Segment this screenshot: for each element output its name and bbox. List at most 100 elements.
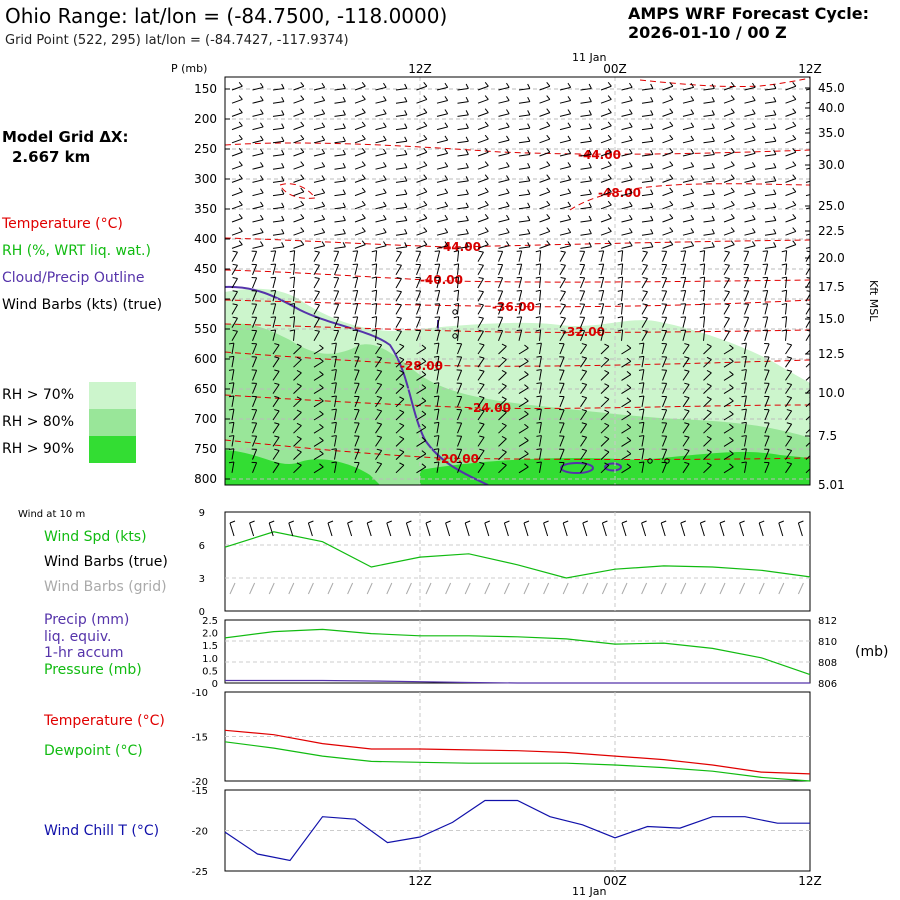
- wind-barb-feather: [342, 176, 346, 182]
- wind-barb: [600, 164, 612, 170]
- wind-barb-feather: [300, 174, 305, 179]
- wind-barb: [600, 112, 612, 117]
- wind-barb: [744, 461, 747, 473]
- wind-barb-feather: [281, 136, 285, 142]
- wind-barb: [313, 205, 325, 210]
- wind-barb-feather: [404, 176, 408, 182]
- height-tick-label: 20.0: [818, 251, 845, 265]
- wind-barb-feather: [669, 82, 674, 87]
- wind-barb-feather: [361, 174, 366, 179]
- wind-barb: [375, 263, 378, 275]
- wind-barb-feather: [501, 343, 507, 347]
- wind-barb: [457, 250, 460, 262]
- wind-barb-feather: [383, 228, 387, 233]
- wind-barb: [723, 331, 730, 342]
- wind-barb: [518, 219, 530, 223]
- wind-barb-feather: [314, 263, 320, 266]
- wind-barb-feather: [669, 121, 674, 127]
- wind-barb: [662, 396, 668, 407]
- wind-barb: [641, 331, 648, 342]
- wind-barb: [580, 277, 586, 289]
- wind-barb: [395, 291, 402, 302]
- wind-barb: [334, 395, 337, 407]
- wind-barb-feather: [319, 423, 324, 428]
- wind-barb-feather: [319, 384, 324, 389]
- wind-barb-feather: [629, 228, 633, 233]
- wind-barb: [641, 153, 653, 157]
- wind-barb: [539, 98, 551, 104]
- wind-barb-feather: [604, 462, 610, 466]
- wind-barb: [231, 317, 238, 328]
- wind-barb-feather: [465, 149, 469, 155]
- pressure-tick-label: 650: [194, 382, 217, 396]
- wind-barb-10m: [562, 522, 568, 537]
- wind-barb-feather: [444, 162, 449, 167]
- wind-barb-feather: [560, 277, 566, 279]
- wind-barb-feather: [444, 122, 449, 128]
- wind-barb-feather: [638, 342, 644, 345]
- wind-barb-feather: [684, 382, 690, 385]
- wind-barb: [416, 440, 427, 447]
- wind-barb-feather: [465, 228, 469, 234]
- wind-barb: [498, 100, 510, 104]
- wind-barb: [805, 253, 810, 262]
- wind-barb-feather: [238, 82, 243, 87]
- wind-barb-feather: [752, 148, 756, 154]
- wind-barb: [559, 383, 565, 394]
- wind-barb-feather: [319, 450, 324, 455]
- wind-barb: [621, 250, 624, 262]
- wind-barb: [252, 370, 258, 381]
- wind-barb: [334, 356, 337, 368]
- wind-barb: [621, 86, 633, 91]
- wind-barb-feather: [638, 355, 644, 358]
- wind-barb-feather: [792, 214, 797, 219]
- wind-barb: [354, 151, 366, 157]
- wind-barb-feather: [729, 397, 734, 402]
- wind-barb-feather: [567, 148, 572, 154]
- wind-barb-feather: [588, 176, 592, 182]
- wind-barb: [662, 277, 668, 289]
- wind-barb-feather: [536, 435, 542, 437]
- time-tick-label: 00Z: [603, 62, 627, 76]
- wind-barb-feather: [404, 96, 408, 102]
- wind-barb: [354, 85, 366, 91]
- wind-barb-10m: [347, 522, 353, 537]
- wind-barb: [477, 437, 485, 447]
- wind-barb-feather: [741, 461, 747, 464]
- wind-barb: [498, 113, 510, 117]
- wind-barb: [703, 329, 706, 341]
- wind-barb: [744, 192, 756, 197]
- wind-barb: [313, 232, 325, 236]
- wind-barb-feather: [604, 343, 610, 347]
- wind-barb-feather: [423, 227, 428, 232]
- wind-barb: [395, 219, 407, 223]
- wind-barb: [416, 466, 427, 474]
- wind-barb: [600, 125, 612, 131]
- wind-barb: [457, 370, 463, 381]
- wind-barb: [231, 382, 235, 394]
- wind-barb: [682, 100, 694, 104]
- wind-barb-feather: [319, 397, 324, 402]
- wind-barbs-grid-label: Wind Barbs (grid): [44, 579, 167, 595]
- wind-barb: [416, 230, 428, 236]
- time-tick-label: 12Z: [408, 62, 432, 76]
- wind-barb-feather: [479, 422, 485, 425]
- wind-barb-feather: [607, 187, 612, 193]
- wind-barb-feather: [773, 123, 777, 129]
- wind-barb: [621, 152, 633, 157]
- wind-barb-feather: [730, 174, 735, 179]
- wind-barb: [621, 232, 633, 236]
- wind-barb-feather: [604, 356, 610, 361]
- wind-barb: [600, 451, 610, 460]
- height-tick-label: 17.5: [818, 280, 845, 294]
- wind-barb: [682, 205, 694, 210]
- wind-barb: [723, 230, 735, 236]
- wind-barb-feather: [444, 148, 449, 154]
- wind-barb: [375, 371, 383, 381]
- wind-barb: [580, 304, 586, 315]
- wind-barb: [539, 230, 551, 236]
- wind-barb: [252, 86, 264, 91]
- wind-barb: [785, 316, 788, 328]
- wind-barb: [805, 154, 810, 157]
- wind-barb-feather: [781, 316, 787, 319]
